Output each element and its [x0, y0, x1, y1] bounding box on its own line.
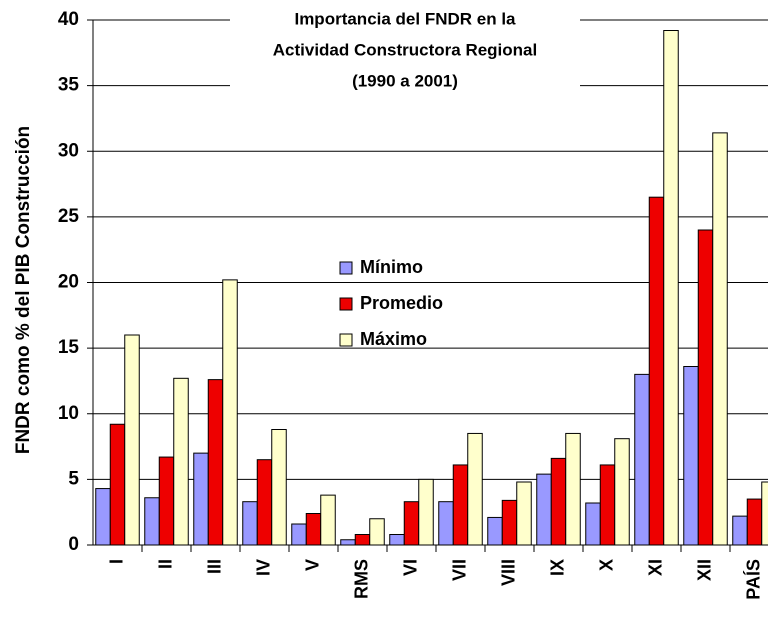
bar [271, 429, 287, 546]
legend-swatch [339, 333, 353, 347]
bar [599, 464, 616, 546]
bar [173, 377, 189, 546]
bar [501, 499, 518, 546]
legend-label: Mínimo [360, 257, 423, 277]
bar [418, 478, 434, 546]
bar [305, 513, 322, 546]
bar [697, 229, 714, 546]
bar [438, 501, 454, 546]
title-box [230, 8, 580, 98]
x-tick-label: XII [694, 559, 714, 581]
bar [193, 452, 209, 546]
bar [354, 534, 371, 546]
bar [683, 366, 699, 546]
y-tick-label: 15 [58, 337, 80, 358]
x-tick-label: VII [449, 559, 469, 581]
bar [516, 481, 532, 546]
legend-label: Máximo [360, 329, 427, 349]
bar [761, 481, 768, 546]
y-tick-label: 40 [58, 9, 79, 30]
x-tick-label: V [302, 559, 322, 571]
bar [746, 498, 763, 546]
bar [487, 516, 503, 546]
y-tick-label: 20 [58, 272, 79, 293]
y-axis-label: FNDR como % del PIB Construcción [13, 126, 34, 454]
bar [663, 30, 679, 546]
y-tick-label: 30 [58, 140, 79, 161]
chart-title: Importancia del FNDR en la [294, 9, 516, 28]
bar [536, 473, 552, 546]
bar [291, 523, 307, 546]
bar [95, 488, 111, 546]
chart-title: (1990 a 2001) [352, 71, 458, 90]
bar [369, 518, 385, 546]
bar [340, 539, 356, 546]
x-tick-label: X [596, 559, 616, 571]
bar [614, 438, 630, 546]
bar [467, 432, 483, 546]
bar [124, 334, 140, 546]
x-tick-label: IV [253, 559, 273, 576]
bar [634, 373, 650, 546]
y-tick-label: 5 [68, 468, 79, 489]
x-tick-label: RMS [351, 559, 371, 599]
legend-swatch [339, 261, 353, 275]
bar [550, 457, 567, 546]
y-tick-label: 10 [58, 403, 79, 424]
bar [452, 464, 469, 546]
x-tick-label: VIII [498, 559, 518, 586]
bar [256, 459, 273, 546]
bar [585, 502, 601, 546]
bar [648, 196, 665, 546]
x-tick-label: III [204, 559, 224, 574]
bar [207, 379, 224, 546]
chart-title: Actividad Constructora Regional [273, 40, 537, 59]
legend-label: Promedio [360, 293, 443, 313]
y-tick-label: 25 [58, 206, 80, 227]
bar [403, 501, 420, 546]
bar [712, 132, 728, 546]
bar [222, 279, 238, 546]
bar [242, 501, 258, 546]
bar [565, 432, 581, 546]
bar [109, 423, 126, 546]
y-tick-label: 35 [58, 75, 80, 96]
bar [158, 456, 175, 546]
x-tick-label: PAÍS [742, 559, 763, 600]
legend-swatch [339, 297, 353, 311]
bar [389, 534, 405, 546]
bar [320, 494, 336, 546]
bar [144, 497, 160, 546]
x-tick-label: VI [400, 559, 420, 576]
bar [732, 515, 748, 546]
x-tick-label: XI [645, 559, 665, 576]
y-tick-label: 0 [68, 534, 79, 555]
x-tick-label: IX [547, 559, 567, 576]
x-tick-label: II [155, 559, 175, 569]
x-tick-label: I [106, 559, 126, 564]
